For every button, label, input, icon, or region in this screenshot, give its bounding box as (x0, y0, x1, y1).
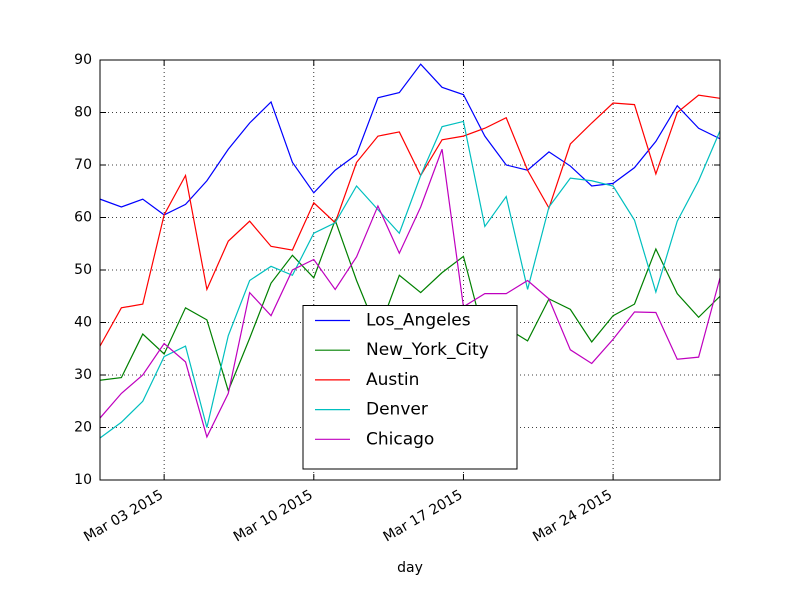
series-line (99, 218, 721, 393)
y-tick-label: 60 (74, 210, 92, 226)
y-tick-label: 70 (74, 157, 92, 173)
plot-frame (99, 59, 721, 481)
y-tick-label: 40 (74, 315, 92, 331)
y-tick-label: 20 (74, 420, 92, 436)
legend-label: Austin (366, 370, 419, 390)
legend-box (302, 305, 518, 470)
series-line (99, 120, 721, 439)
y-tick-label: 80 (74, 105, 92, 121)
legend-label: Los_Angeles (366, 311, 471, 331)
y-tick-label: 10 (74, 472, 92, 488)
series-line (99, 94, 721, 347)
series-line (99, 63, 721, 216)
y-tick-label: 50 (74, 262, 92, 278)
y-tick-label: 90 (74, 52, 92, 68)
x-axis-label: day (397, 560, 423, 576)
legend-label: Chicago (366, 429, 434, 449)
y-tick-label: 30 (74, 367, 92, 383)
legend-label: Denver (366, 400, 428, 420)
legend-label: New_York_City (366, 340, 489, 360)
series-line (99, 149, 721, 439)
